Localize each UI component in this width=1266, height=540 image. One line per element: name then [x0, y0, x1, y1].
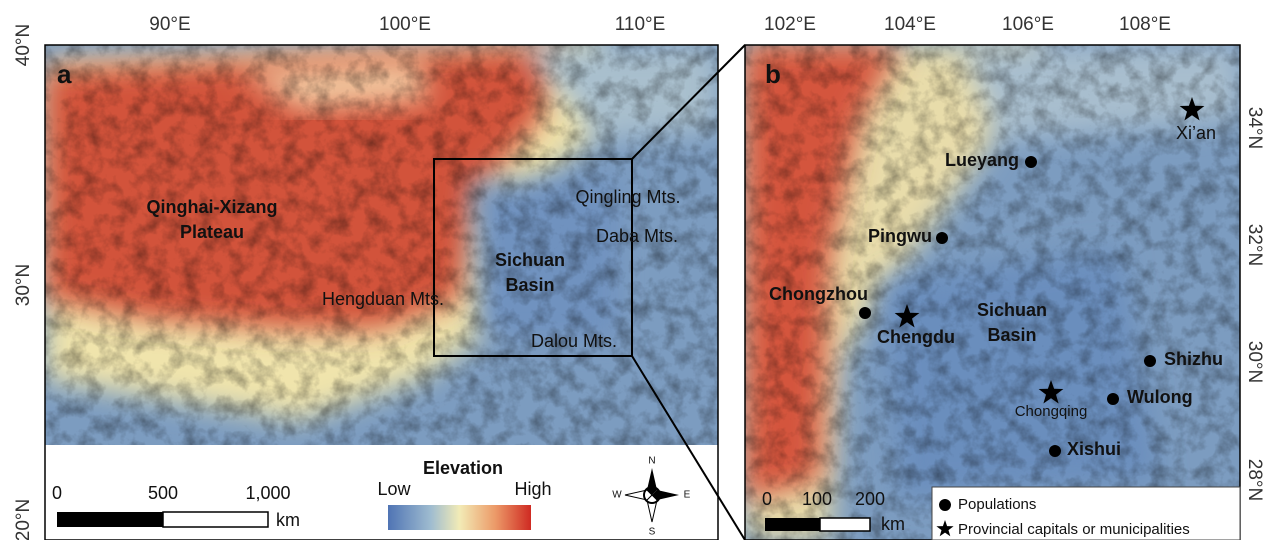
population-marker	[1144, 355, 1156, 367]
compass-label: N	[648, 456, 655, 467]
mountain-label: Hengduan Mts.	[322, 289, 444, 309]
population-marker	[1049, 445, 1061, 457]
lat-tick: 20°N	[13, 499, 34, 540]
population-label: Wulong	[1127, 387, 1193, 407]
population-marker	[936, 232, 948, 244]
population-label: Chongzhou	[769, 284, 868, 304]
lon-tick: 110°E	[615, 14, 666, 35]
lat-tick: 34°N	[1244, 107, 1265, 149]
lat-tick: 30°N	[13, 264, 34, 306]
compass-label: E	[684, 490, 691, 501]
compass-label: W	[612, 490, 622, 501]
lon-tick: 108°E	[1119, 14, 1171, 35]
legend-marker	[939, 499, 951, 511]
population-label: Lueyang	[945, 150, 1019, 170]
lon-tick: 90°E	[149, 14, 190, 35]
legend-title: Elevation	[423, 458, 503, 478]
compass	[625, 468, 679, 522]
legend-high: High	[514, 479, 551, 499]
mountain-label: Qingling Mts.	[575, 187, 680, 207]
capital-label: Chengdu	[877, 327, 955, 347]
population-marker	[859, 307, 871, 319]
population-marker	[1107, 393, 1119, 405]
capital-label: Chongqing	[1015, 403, 1088, 420]
legend-label: Provincial capitals or municipalities	[958, 521, 1190, 538]
lon-tick: 106°E	[1002, 14, 1054, 35]
population-label: Pingwu	[868, 226, 932, 246]
population-marker	[1025, 156, 1037, 168]
legend-low: Low	[377, 479, 411, 499]
lat-tick: 28°N	[1244, 459, 1265, 501]
capital-label: Xi’an	[1176, 123, 1216, 143]
lat-tick: 32°N	[1244, 224, 1265, 266]
scale-tick: 100	[802, 489, 832, 509]
scale-unit: km	[276, 510, 300, 530]
compass-label: S	[649, 527, 656, 538]
mountain-label: Daba Mts.	[596, 226, 678, 246]
scale-bar	[765, 518, 820, 531]
scale-tick: 1,000	[245, 483, 290, 503]
region-label: Sichuan	[495, 250, 565, 270]
population-label: Shizhu	[1164, 349, 1223, 369]
figure: 90°E 100°E 110°E 40°N 30°N 20°N a Qingha…	[0, 0, 1266, 540]
lon-tick: 102°E	[764, 14, 816, 35]
scale-tick: 0	[52, 483, 62, 503]
lon-tick: 104°E	[884, 14, 936, 35]
scale-unit: km	[881, 514, 905, 534]
region-label: Sichuan	[977, 300, 1047, 320]
lon-tick: 100°E	[379, 14, 431, 35]
region-label: Basin	[987, 325, 1036, 345]
region-label: Basin	[505, 275, 554, 295]
scale-bar	[163, 512, 268, 527]
population-label: Xishui	[1067, 439, 1121, 459]
mountain-label: Dalou Mts.	[531, 331, 617, 351]
scale-tick: 500	[148, 483, 178, 503]
scale-tick: 200	[855, 489, 885, 509]
region-label: Plateau	[180, 222, 244, 242]
color-bar	[388, 505, 531, 530]
scale-bar	[57, 512, 163, 527]
region-label: Qinghai-Xizang	[146, 197, 277, 217]
lat-tick: 40°N	[13, 24, 34, 66]
legend-label: Populations	[958, 496, 1036, 513]
scale-bar	[820, 518, 870, 531]
scale-tick: 0	[762, 489, 772, 509]
lat-tick: 30°N	[1244, 341, 1265, 383]
panel-label: b	[765, 59, 781, 89]
panel-label: a	[57, 59, 72, 89]
